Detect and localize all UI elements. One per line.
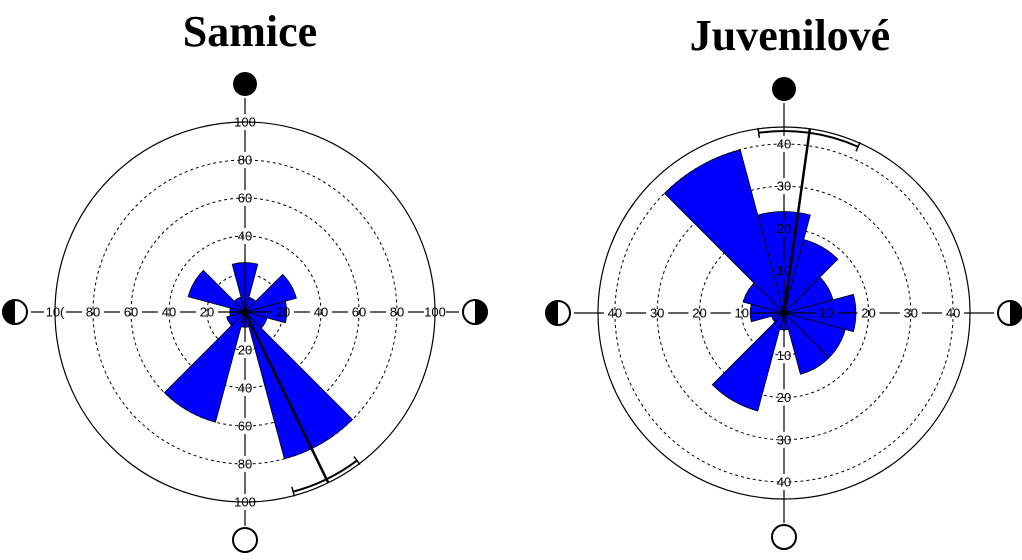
radial-tick-label: 100 <box>234 115 256 130</box>
center-dot <box>241 308 249 316</box>
rose-sector <box>243 273 297 313</box>
rose-sector <box>163 310 246 423</box>
rose-sector <box>711 311 785 412</box>
radial-tick-label: 10 <box>819 306 833 321</box>
radial-tick-label: 80 <box>86 305 100 320</box>
radial-tick-label: 40 <box>162 305 176 320</box>
radial-tick-label: 80 <box>390 305 404 320</box>
full-moon-icon <box>232 527 258 553</box>
grid-ring <box>168 235 322 389</box>
rose-sector <box>663 149 785 315</box>
chart-title-samice: Samice <box>183 7 317 56</box>
radial-tick-label: 10 <box>777 263 791 278</box>
radial-tick-label: 80 <box>238 153 252 168</box>
radial-tick-label: 10( <box>46 305 65 320</box>
outer-circle <box>54 121 436 503</box>
radial-tick-label: 40 <box>314 305 328 320</box>
new-moon-icon <box>233 72 257 96</box>
first-quarter-icon <box>997 300 1022 326</box>
confidence-arc-cap <box>353 456 361 465</box>
grid-ring <box>92 159 398 465</box>
radial-tick-label: 30 <box>650 306 664 321</box>
radial-tick-label: 10 <box>777 348 791 363</box>
rose-sector <box>783 239 839 315</box>
rose-sector <box>187 269 247 313</box>
first-quarter-icon <box>462 299 488 325</box>
grid-ring <box>130 197 360 427</box>
grid-ring <box>656 185 912 441</box>
mean-vector <box>243 311 330 484</box>
radial-tick-label: 100 <box>424 305 446 320</box>
radial-tick-label: 20 <box>777 221 791 236</box>
rose-sector <box>233 296 246 314</box>
rose-chart-samice: 40 60 80 100 20 40 60 80 100 20 40 60 80 10( 20 40 60 80 1… <box>2 72 488 553</box>
confidence-arc-cap <box>291 486 296 497</box>
radial-tick-label: 30 <box>904 306 918 321</box>
radial-tick-label: 20 <box>861 306 875 321</box>
radial-tick-label: 40 <box>238 229 252 244</box>
last-quarter-icon <box>545 300 571 326</box>
full-moon-icon <box>771 524 797 550</box>
confidence-arc <box>758 130 859 148</box>
radial-tick-label: 20 <box>692 306 706 321</box>
grid-ring <box>614 143 954 483</box>
radial-tick-label: 40 <box>946 306 960 321</box>
rose-sector <box>244 310 354 460</box>
radial-tick-label: 20 <box>777 390 791 405</box>
confidence-arc-cap <box>855 141 861 152</box>
confidence-arc <box>292 459 358 493</box>
radial-tick-label: 100 <box>234 495 256 510</box>
radial-tick-label: 60 <box>238 419 252 434</box>
radial-tick-label: 60 <box>352 305 366 320</box>
radial-tick-label: 60 <box>238 191 252 206</box>
radial-tick-label: 40 <box>238 381 252 396</box>
confidence-arc-cap <box>757 127 761 138</box>
radial-tick-label: 20 <box>238 343 252 358</box>
new-moon-icon <box>772 77 796 101</box>
radial-tick-label: 30 <box>777 432 791 447</box>
chart-title-juvenilove: Juvenilové <box>690 11 890 60</box>
radial-tick-label: 80 <box>238 457 252 472</box>
center-dot <box>780 309 788 317</box>
radial-tick-label: 40 <box>777 136 791 151</box>
radial-tick-label: 40 <box>608 306 622 321</box>
radial-tick-label: 30 <box>777 179 791 194</box>
radial-tick-label: 20 <box>276 305 290 320</box>
rose-sector <box>783 311 830 375</box>
rose-sector <box>226 311 247 327</box>
mean-vector <box>782 128 812 314</box>
rose-chart-juvenilove: 10 20 30 40 10 20 30 40 10 20 30 40 10 20 30 40 <box>545 77 1022 550</box>
radial-tick-label: 40 <box>777 475 791 490</box>
radial-tick-label: 10 <box>734 306 748 321</box>
last-quarter-icon <box>2 299 28 325</box>
radial-tick-label: 60 <box>124 305 138 320</box>
radial-tick-label: 20 <box>200 305 214 320</box>
